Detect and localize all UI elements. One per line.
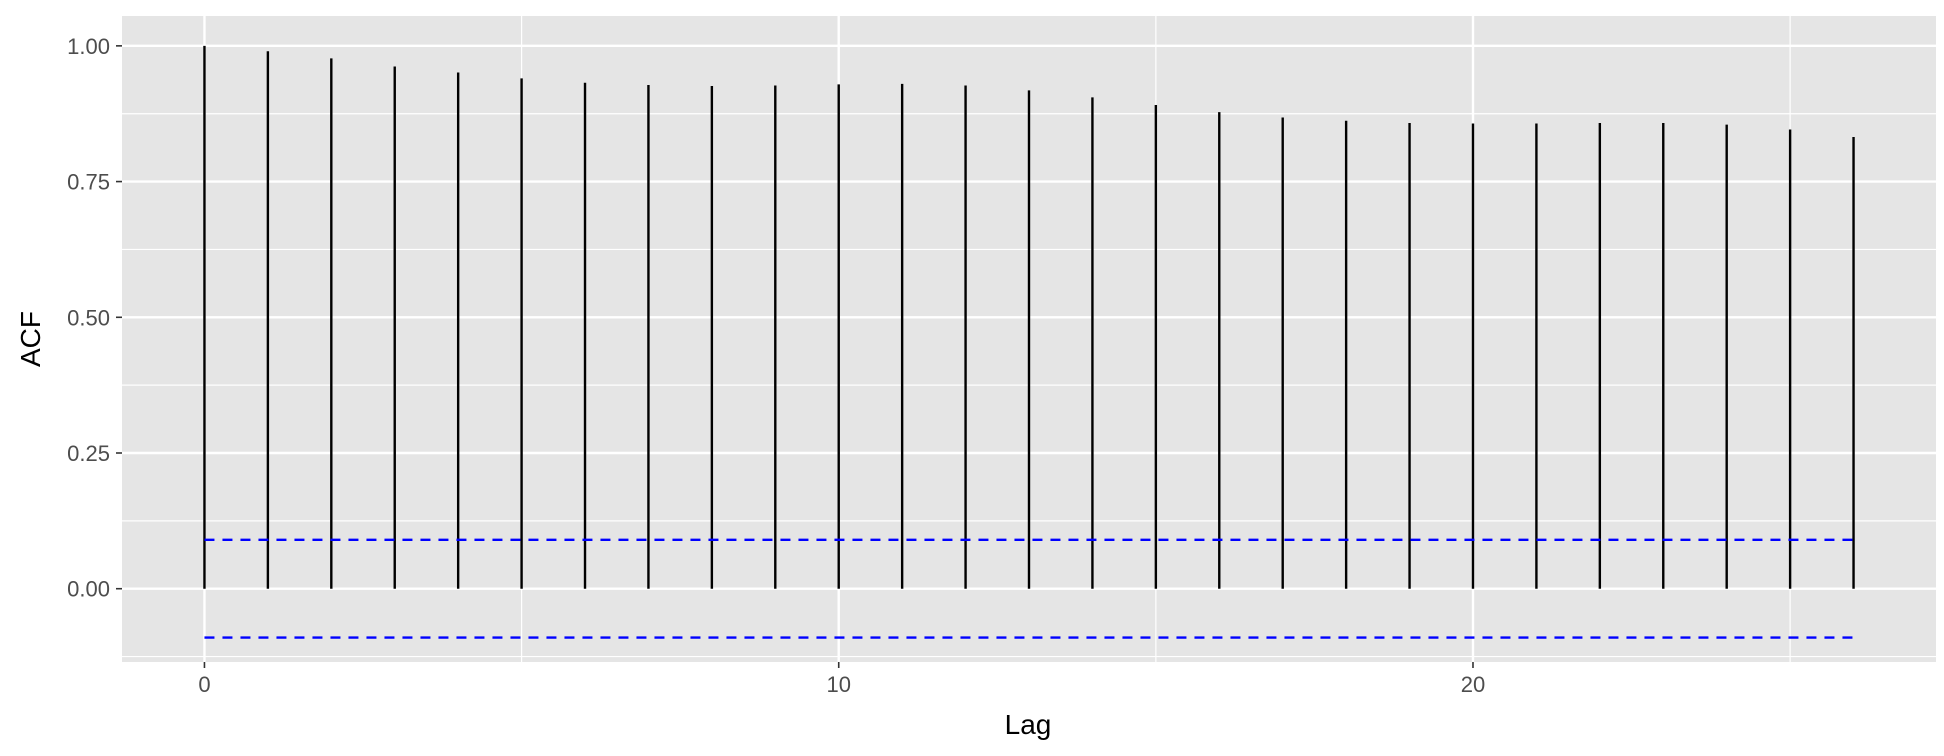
y-tick-label: 0.00 <box>67 577 110 602</box>
y-axis-title: ACF <box>15 311 46 367</box>
y-tick-label: 0.50 <box>67 305 110 330</box>
y-axis: 0.00 0.25 0.50 0.75 1.00 <box>67 34 122 602</box>
x-tick-label: 10 <box>826 672 850 697</box>
y-tick-label: 0.25 <box>67 441 110 466</box>
x-tick-label: 0 <box>198 672 210 697</box>
y-tick-label: 1.00 <box>67 34 110 59</box>
x-tick-label: 20 <box>1461 672 1485 697</box>
confidence-bounds <box>204 538 1854 639</box>
acf-bars <box>203 45 1855 589</box>
y-tick-label: 0.75 <box>67 170 110 195</box>
x-axis-title: Lag <box>1005 709 1052 740</box>
x-axis: 0 10 20 <box>198 662 1485 697</box>
